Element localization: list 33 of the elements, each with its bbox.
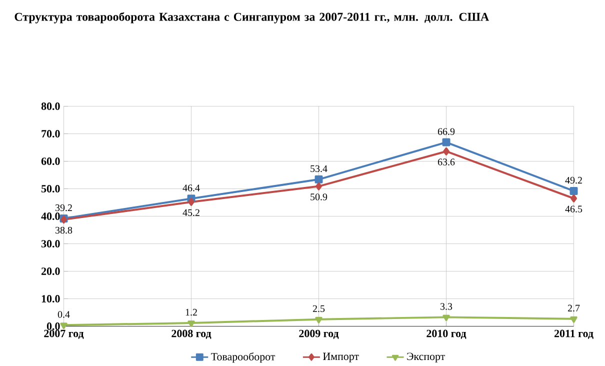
data-label: 49.2	[565, 177, 582, 184]
data-label: 2.7	[568, 304, 580, 312]
data-label: 45.2	[182, 209, 200, 216]
y-tick-label: 0.0	[46, 322, 60, 330]
x-tick-label: 2009 год	[299, 330, 339, 340]
x-tick-label: 2010 год	[426, 330, 466, 340]
data-label: 50.9	[310, 194, 328, 200]
y-tick-label: 50.0	[41, 185, 60, 193]
legend-label: Экспорт	[407, 352, 445, 362]
y-tick-label: 20.0	[42, 268, 60, 276]
y-tick-label: 60.0	[41, 158, 60, 166]
data-label: 38.8	[56, 226, 72, 234]
data-label: 46.4	[182, 184, 200, 192]
y-tick-label: 10.0	[42, 295, 60, 303]
legend-label: Импорт	[323, 352, 359, 362]
legend-label: Товарооборот	[211, 352, 276, 363]
y-tick-label: 40.0	[41, 212, 60, 220]
data-label: 3.3	[440, 303, 452, 310]
data-label: 2.5	[312, 305, 325, 312]
data-label: 46.5	[565, 206, 582, 213]
data-label: 1.2	[186, 309, 197, 316]
data-label: 53.4	[310, 165, 328, 172]
y-tick-label: 30.0	[41, 240, 60, 248]
y-tick-label: 70.0	[42, 130, 60, 138]
y-tick-label: 80.0	[41, 102, 60, 110]
x-tick-label: 2008 год	[172, 330, 212, 340]
data-label: 66.9	[438, 128, 455, 136]
data-label: 63.6	[438, 158, 455, 166]
data-label: 39.2	[56, 204, 72, 212]
x-tick-label: 2007 год	[44, 330, 84, 340]
x-tick-label: 2011 год	[554, 330, 594, 340]
chart-title: Структура товарооборота Казахстана с Сингапуром за 2007-2011 гг., млн. долл. США	[14, 12, 490, 24]
data-label: 0.4	[58, 311, 70, 318]
